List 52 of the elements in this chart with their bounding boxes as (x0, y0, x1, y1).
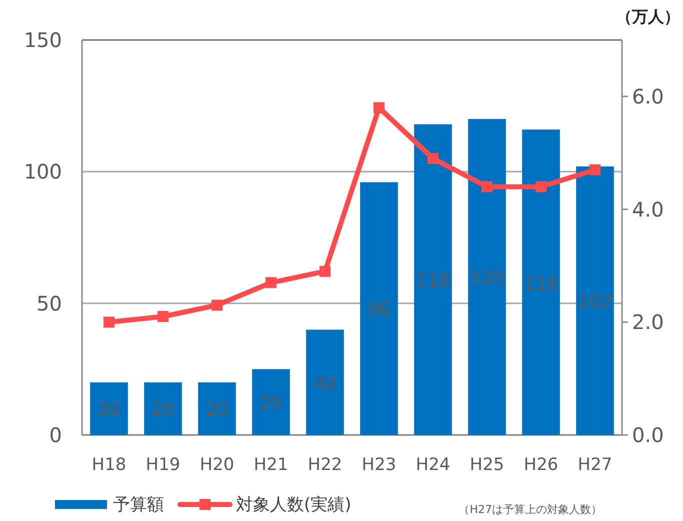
data-label: 20 (98, 400, 120, 421)
x-tick-label: H24 (416, 455, 450, 475)
data-label: 20 (152, 400, 174, 421)
data-label: 102 (578, 292, 612, 313)
x-tick-label: H22 (308, 455, 342, 475)
y-tick-label: 150 (24, 28, 62, 52)
x-tick-label: H23 (362, 455, 396, 475)
point (482, 181, 492, 192)
x-tick-label: H25 (470, 455, 504, 475)
x-tick-label: H21 (254, 455, 288, 475)
x-tick-label: H19 (146, 455, 180, 475)
text: （H27は予算上の対象人数） (458, 503, 602, 516)
bar (252, 369, 290, 435)
y2-tick-label: 6.0 (632, 84, 664, 108)
point (374, 102, 384, 114)
bar (414, 124, 452, 435)
y-tick-label: 50 (36, 291, 62, 316)
data-label: 116 (524, 273, 558, 294)
bar (360, 182, 398, 435)
y2-tick-label: 2.0 (632, 310, 664, 334)
point (320, 266, 330, 277)
x-tick-label: H20 (200, 455, 234, 475)
data-label: 96 (368, 300, 390, 321)
data-label: 25 (260, 393, 282, 414)
bar (306, 330, 344, 435)
data-label: 20 (206, 400, 228, 421)
data-label: 40 (314, 373, 336, 394)
y-tick-label: 0 (49, 423, 62, 447)
y2-tick-label: 4.0 (632, 197, 664, 222)
point (266, 277, 276, 288)
data-label: 120 (470, 268, 504, 289)
point (536, 181, 546, 192)
y2-axis-title: （万人） (616, 7, 680, 26)
point (590, 164, 600, 176)
x-tick-label: H27 (578, 455, 612, 475)
bar (144, 382, 182, 435)
y-tick-label: 100 (24, 160, 62, 184)
x-tick-label: H18 (92, 455, 126, 475)
legend-label: 予算額 (113, 495, 164, 515)
point (104, 316, 114, 328)
y2-tick-label: 0.0 (632, 423, 664, 447)
bar (468, 119, 506, 435)
point (158, 311, 168, 322)
data-label: 118 (416, 270, 450, 292)
point (212, 300, 222, 311)
legend-label: 対象人数(実績) (236, 495, 352, 515)
bar (198, 382, 236, 435)
bar (522, 130, 560, 435)
bar (576, 166, 614, 435)
bar (90, 382, 128, 435)
x-tick-label: H26 (524, 455, 558, 475)
point (428, 153, 438, 164)
